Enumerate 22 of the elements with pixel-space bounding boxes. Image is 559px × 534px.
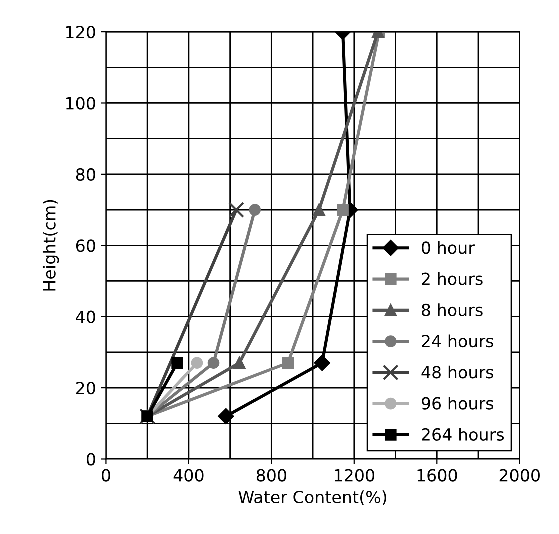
- x-tick-label: 1200: [335, 469, 375, 482]
- legend-label: 2 hours: [422, 272, 483, 286]
- legend-label: 48 hours: [422, 366, 494, 379]
- x-tick-label: 800: [256, 469, 286, 482]
- x-axis-title: Water Content(%): [238, 490, 386, 506]
- legend-label: 0 hour: [422, 241, 475, 254]
- y-axis-title: Height(cm): [42, 200, 60, 291]
- x-tick-label: 2000: [500, 469, 540, 482]
- y-tick-label: 100: [66, 97, 96, 110]
- y-tick-label: 0: [86, 453, 96, 466]
- y-tick-label: 40: [76, 310, 96, 324]
- y-tick-label: 20: [76, 382, 96, 395]
- x-tick-label: 400: [174, 469, 204, 482]
- x-tick-label: 0: [102, 469, 110, 482]
- x-tick-label: 1600: [418, 469, 458, 482]
- y-tick-label: 120: [66, 26, 96, 39]
- y-tick-label: 60: [76, 240, 96, 252]
- y-tick-label: 80: [76, 168, 96, 182]
- legend-label: 96 hours: [422, 396, 494, 410]
- legend-label: 24 hours: [422, 334, 494, 348]
- legend-label: 264 hours: [422, 428, 504, 442]
- legend-label: 8 hours: [422, 304, 483, 316]
